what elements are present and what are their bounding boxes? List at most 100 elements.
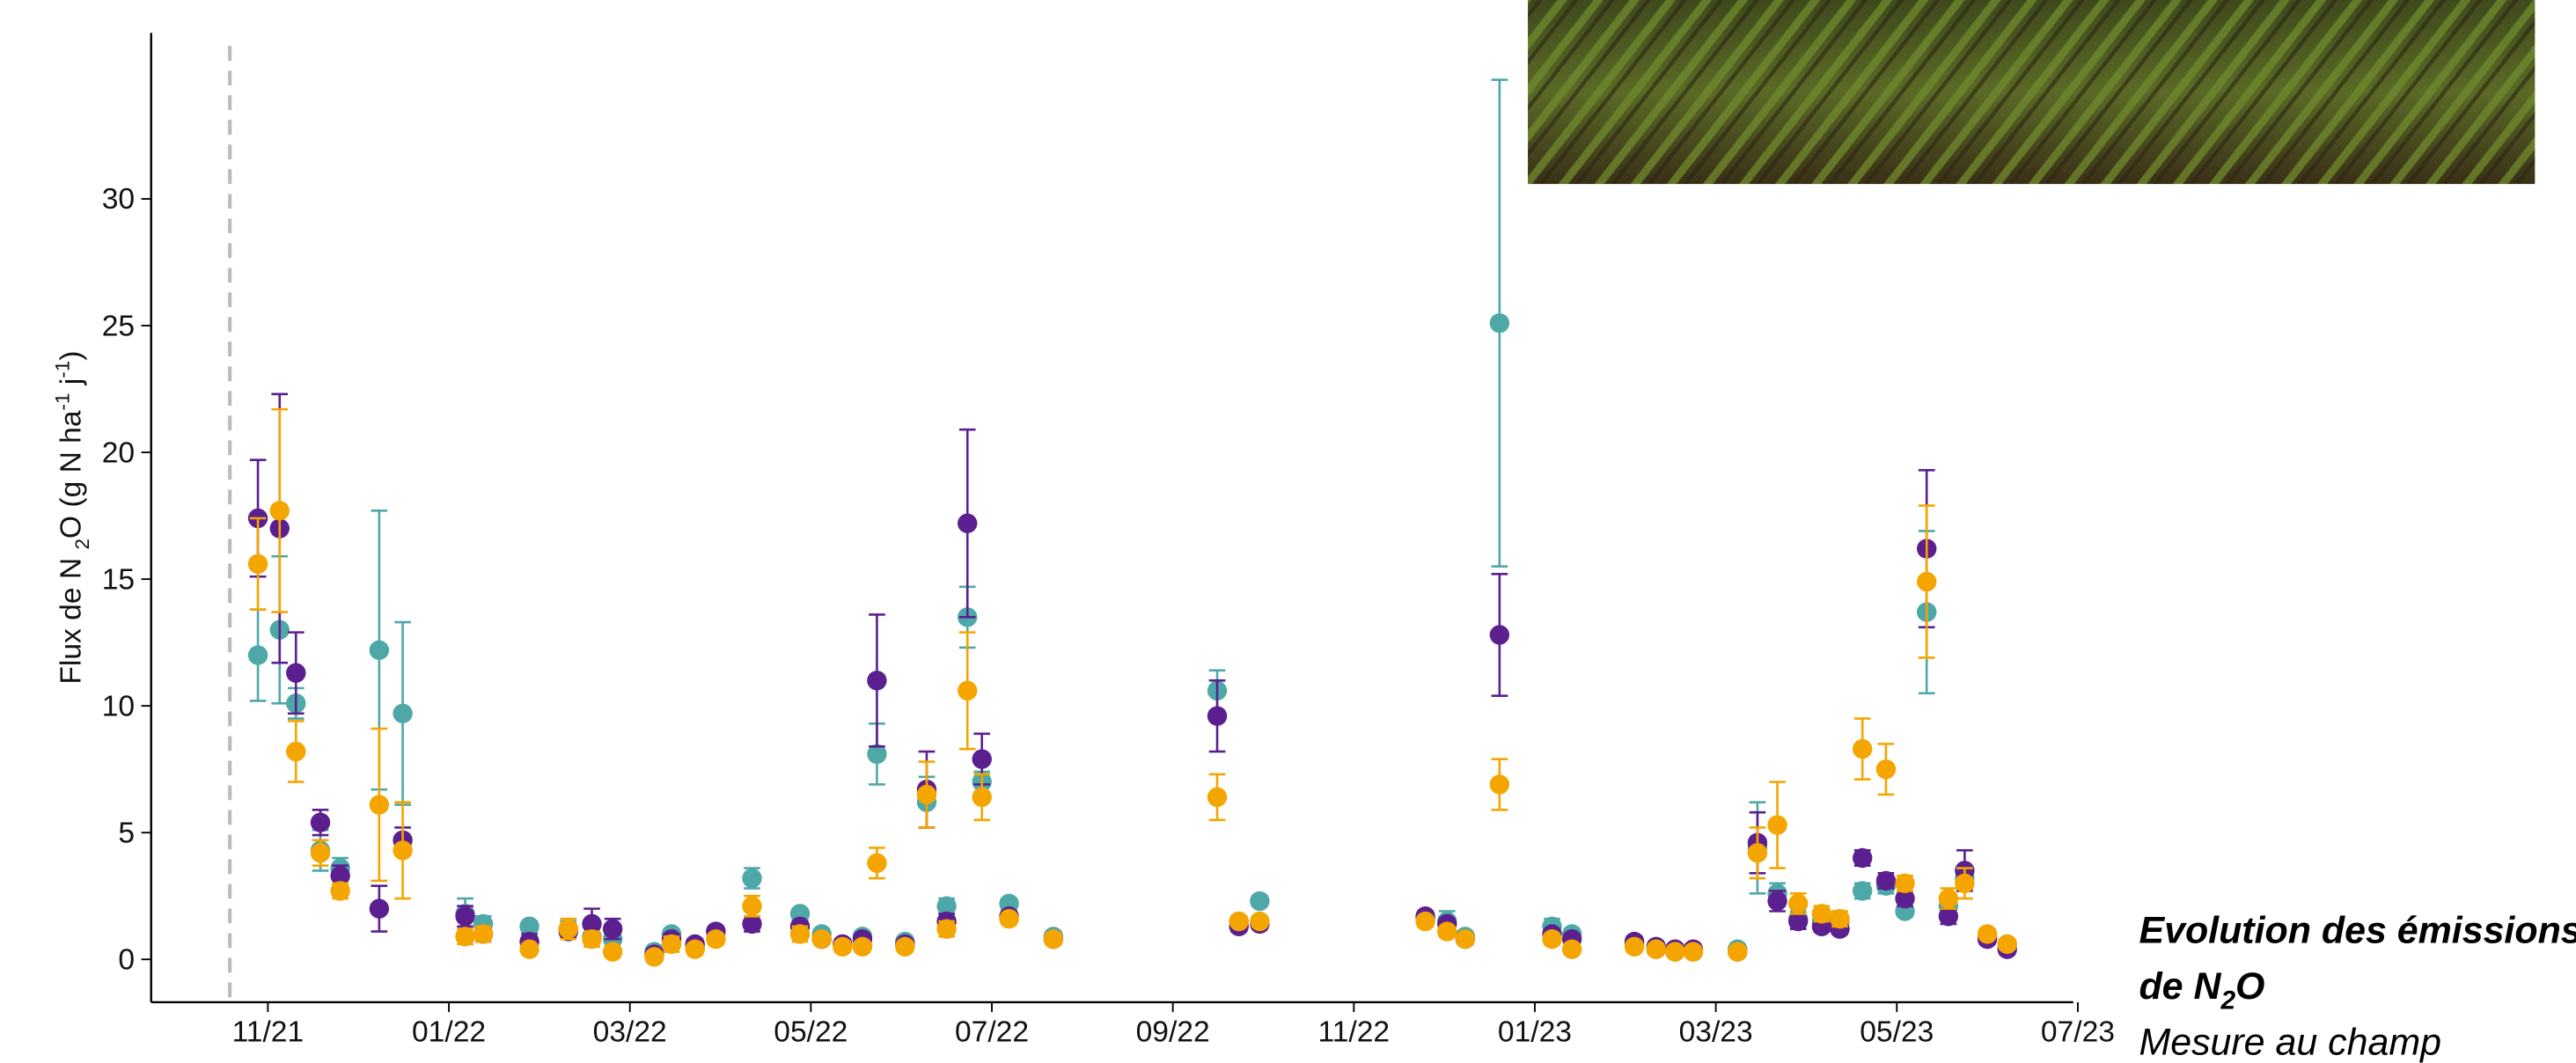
y-label-part: Flux de N (55, 550, 87, 685)
point (269, 501, 290, 521)
point (558, 919, 578, 939)
y-label-part: j (55, 378, 87, 393)
y-label-part: O (g N ha (55, 410, 87, 539)
point (1683, 942, 1704, 962)
point (958, 680, 978, 701)
point (1917, 571, 1937, 592)
point (369, 640, 390, 660)
point (330, 865, 350, 886)
point (1229, 911, 1249, 932)
x-tick-label: 05/23 (1860, 1016, 1934, 1049)
point (1415, 911, 1435, 932)
point (1895, 873, 1915, 894)
point (742, 868, 762, 889)
point (1895, 888, 1915, 909)
point (706, 928, 726, 949)
point (1207, 787, 1228, 808)
point (519, 916, 539, 936)
point (867, 744, 887, 765)
point (972, 787, 992, 808)
point (369, 898, 390, 919)
point (1767, 891, 1787, 912)
x-tick-label: 01/23 (1498, 1016, 1572, 1049)
point (1489, 625, 1510, 645)
point (1646, 939, 1666, 959)
point (833, 936, 853, 957)
point (1043, 928, 1064, 949)
point (661, 934, 682, 955)
y-tick-label: 30 (102, 183, 135, 216)
point (1624, 936, 1645, 957)
point (1489, 312, 1510, 334)
point (936, 919, 957, 939)
y-tick-label: 20 (102, 436, 135, 469)
y-tick-label: 10 (102, 690, 135, 722)
point (789, 924, 811, 944)
point (916, 784, 937, 805)
point (867, 671, 887, 691)
point (602, 919, 623, 939)
y-tick-label: 0 (118, 943, 135, 976)
y-label-part: -1 (51, 393, 73, 411)
point (1938, 906, 1959, 927)
point (1665, 942, 1685, 962)
point (519, 939, 539, 959)
point (247, 645, 268, 665)
point (393, 840, 413, 861)
y-tick-label: 25 (102, 310, 135, 342)
point (867, 853, 887, 873)
y-axis-label: Flux de N 2O (g N ha-1 j-1) (51, 351, 92, 685)
point (1767, 815, 1787, 835)
caption-title: Evolution des émissions de N2O (2139, 910, 2576, 1015)
point (247, 553, 268, 575)
point (1875, 870, 1897, 891)
y-label-part: 2 (71, 539, 93, 549)
point (1811, 904, 1832, 924)
caption-sub: 2 (2220, 986, 2235, 1015)
point (455, 927, 475, 947)
point (1875, 759, 1897, 780)
x-tick-label: 03/23 (1679, 1016, 1753, 1049)
point (330, 881, 350, 901)
point (310, 843, 331, 863)
point (1747, 843, 1768, 863)
point (1852, 738, 1873, 759)
point (999, 908, 1019, 929)
point (1455, 928, 1475, 949)
point (1437, 921, 1457, 942)
point (742, 896, 762, 916)
point (1787, 911, 1809, 932)
point (582, 913, 602, 935)
point (1728, 942, 1748, 962)
point (1852, 881, 1873, 901)
point (644, 947, 664, 967)
point (1787, 893, 1809, 914)
point (742, 913, 762, 935)
point (286, 741, 306, 762)
x-tick-label: 03/22 (593, 1016, 667, 1049)
point (1250, 911, 1270, 932)
y-label-part: ) (55, 351, 87, 361)
caption-line: O (2235, 965, 2264, 1008)
field-photo (1528, 0, 2536, 185)
x-tick-label: 05/22 (774, 1016, 848, 1049)
point (393, 703, 413, 724)
y-tick-label: 5 (118, 817, 135, 849)
point (1852, 847, 1873, 869)
point (811, 928, 832, 949)
point (936, 896, 957, 916)
y-tick-label: 15 (102, 563, 135, 596)
point (286, 663, 306, 683)
point (685, 939, 705, 959)
plot: 0 5 10 15 20 25 30 11/21 01/22 03/22 05/22 07/22 09/… (51, 33, 2115, 1049)
point (1489, 774, 1510, 795)
point (972, 749, 992, 769)
point (1250, 891, 1270, 912)
point (602, 942, 623, 962)
caption-line: de N (2139, 965, 2221, 1008)
point (310, 812, 331, 832)
point (582, 928, 602, 949)
point (455, 906, 475, 927)
